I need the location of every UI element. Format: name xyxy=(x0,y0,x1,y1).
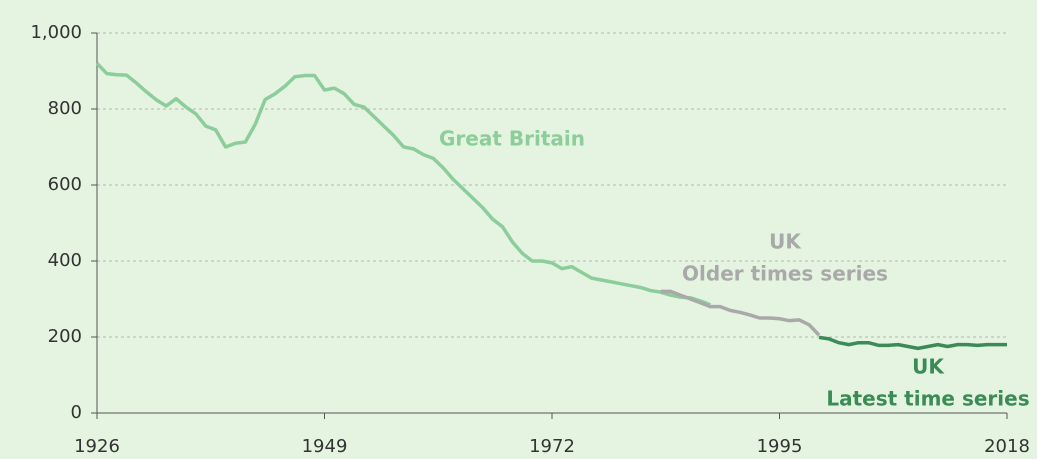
series-line xyxy=(818,335,1007,351)
series-label: Older times series xyxy=(682,262,888,286)
y-tick-label: 600 xyxy=(48,174,82,195)
series-line xyxy=(660,289,821,337)
series-label: UK xyxy=(912,355,945,379)
x-tick-label: 2018 xyxy=(984,436,1030,457)
x-tick-label: 1972 xyxy=(529,436,575,457)
y-tick-label: 0 xyxy=(71,402,82,423)
y-tick-label: 800 xyxy=(48,98,82,119)
y-tick-label: 200 xyxy=(48,326,82,347)
y-tick-label: 400 xyxy=(48,250,82,271)
series-label: Great Britain xyxy=(439,127,585,151)
x-tick-label: 1949 xyxy=(302,436,348,457)
series-label: Latest time series xyxy=(826,387,1029,411)
series-label: UK xyxy=(769,230,802,254)
series-line xyxy=(95,62,711,307)
y-tick-label: 1,000 xyxy=(30,22,82,43)
x-tick-label: 1995 xyxy=(757,436,803,457)
x-tick-label: 1926 xyxy=(74,436,120,457)
